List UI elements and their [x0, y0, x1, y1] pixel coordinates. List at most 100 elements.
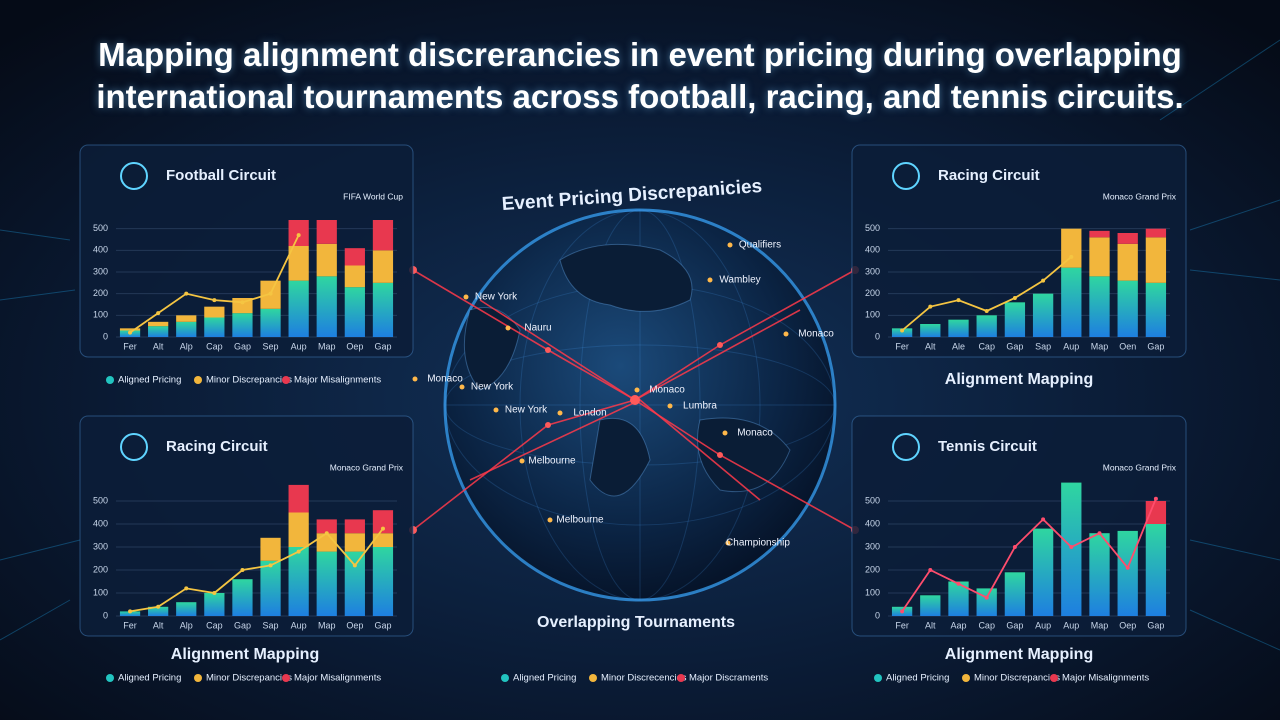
bar-segment [176, 321, 197, 337]
city-label: Nauru [524, 323, 551, 334]
x-tick-label: Fer [123, 341, 137, 351]
bar-segment [1145, 228, 1167, 238]
x-tick-label: Fer [895, 341, 909, 351]
x-tick-label: Cap [206, 620, 223, 630]
x-tick-label: Alt [153, 341, 164, 351]
bar-segment [1117, 243, 1138, 281]
city-label: Championship [726, 538, 790, 549]
legend-swatch [106, 674, 114, 682]
city-label: New York [505, 405, 548, 416]
bar-segment [288, 220, 309, 246]
city-label: Monaco [649, 385, 685, 396]
bar-segment [316, 551, 337, 616]
x-tick-label: Map [1091, 341, 1109, 351]
x-tick-label: Ale [952, 341, 965, 351]
trend-point [956, 298, 961, 303]
trend-point [240, 300, 245, 305]
trend-point [184, 586, 189, 591]
chart-panel: Football Circuit FIFA World Cup 0 100 200 300… [79, 144, 414, 386]
legend-label: Minor Discrepancies [206, 673, 292, 684]
legend-label: Aligned Pricing [118, 375, 181, 386]
x-tick-label: Cap [978, 341, 995, 351]
trend-point [268, 563, 273, 568]
y-tick-label: 400 [93, 518, 108, 528]
bar-segment [119, 328, 141, 331]
city-dot [547, 517, 553, 523]
y-tick-label: 400 [865, 518, 880, 528]
city-dot [412, 376, 418, 382]
x-tick-label: Aup [291, 620, 307, 630]
city-dot [722, 430, 728, 436]
annotation: Monaco Grand Prix [330, 462, 404, 472]
x-tick-label: Oep [346, 341, 363, 351]
annotation: FIFA World Cup [343, 191, 403, 201]
city-dot [463, 294, 469, 300]
city-dot [519, 458, 525, 464]
trend-line [901, 498, 1157, 612]
trend-point [1097, 531, 1102, 536]
y-tick-label: 200 [93, 288, 108, 298]
legend-label: Aligned Pricing [886, 673, 949, 684]
x-tick-label: Map [1091, 620, 1109, 630]
legend-label: Major Discraments [689, 673, 768, 684]
x-tick-label: Fer [123, 620, 137, 630]
x-tick-label: Map [318, 341, 336, 351]
trend-point [352, 563, 357, 568]
bar-segment [1061, 267, 1082, 337]
x-tick-label: Gap [234, 620, 251, 630]
bar-segment [344, 248, 365, 266]
trend-line [129, 528, 384, 613]
chart-panel: Tennis Circuit Monaco Grand Prix 0 100 200 30… [851, 415, 1187, 684]
trend-point [296, 233, 301, 238]
y-tick-label: 500 [93, 495, 108, 505]
chart-panel: Racing Circuit Monaco Grand Prix 0 100 200 30… [79, 415, 414, 684]
y-tick-label: 0 [875, 610, 880, 620]
trend-point [1012, 545, 1017, 549]
caption: Alignment Mapping [171, 646, 319, 663]
y-tick-label: 500 [865, 495, 880, 505]
bar-segment [1089, 276, 1110, 337]
x-tick-label: Gap [374, 341, 391, 351]
y-tick-label: 200 [93, 564, 108, 574]
trend-point [900, 328, 905, 333]
bar-segment [344, 551, 365, 616]
bar-segment [1145, 501, 1167, 524]
caption: Alignment Mapping [945, 371, 1093, 388]
legend-label: Aligned Pricing [118, 673, 181, 684]
bar-segment [148, 321, 169, 327]
trend-point [1069, 254, 1074, 259]
y-tick-label: 0 [103, 610, 108, 620]
bar-segment [204, 317, 225, 337]
bar-segment [232, 313, 253, 337]
bar-segment [1061, 482, 1082, 616]
city-dot [505, 325, 511, 331]
trend-point [296, 549, 301, 554]
city-label: Monaco [427, 374, 463, 385]
trend-point [184, 291, 189, 296]
bar-segment [1089, 237, 1110, 277]
bar-segment [316, 243, 337, 277]
y-tick-label: 100 [93, 587, 108, 597]
y-tick-label: 500 [93, 223, 108, 233]
legend-label: Minor Discrepancies [974, 673, 1060, 684]
bar-segment [1061, 228, 1082, 268]
bar-segment [316, 519, 337, 534]
city-dot [707, 277, 713, 283]
city-label: Wambley [719, 275, 760, 286]
city-dot [557, 410, 563, 416]
panel-title: Racing Circuit [938, 167, 1040, 184]
x-tick-label: Oen [1119, 341, 1136, 351]
x-tick-label: Oep [346, 620, 363, 630]
city-dot [727, 242, 733, 248]
legend-swatch [194, 376, 202, 384]
panel-title: Football Circuit [166, 167, 276, 184]
legend-label: Minor Discrecencies [601, 673, 687, 684]
bar-segment [176, 315, 197, 322]
bar-segment [1117, 233, 1138, 244]
x-tick-label: Gap [1006, 620, 1023, 630]
panel-title: Tennis Circuit [938, 438, 1037, 455]
city-dot [634, 387, 640, 393]
x-tick-label: Cap [978, 620, 995, 630]
